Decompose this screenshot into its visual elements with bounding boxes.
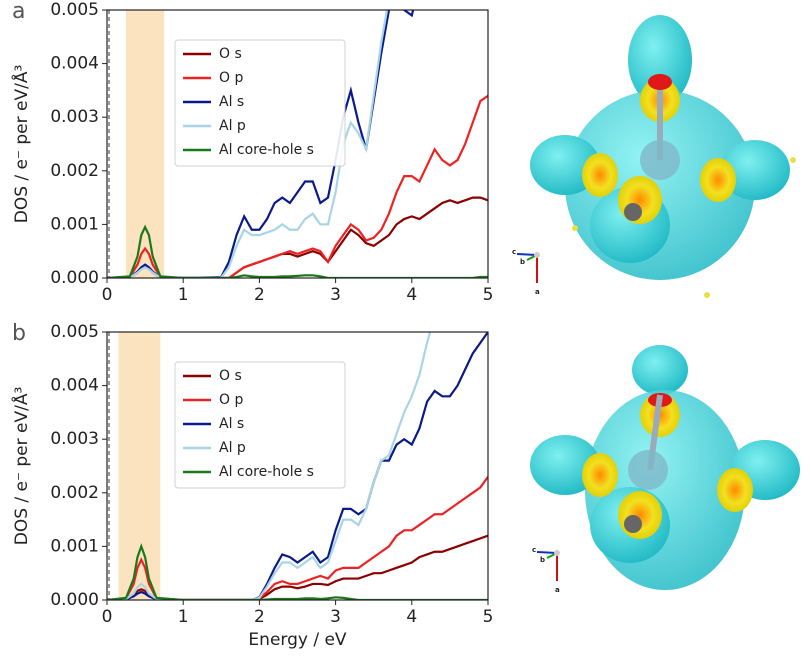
y-tick-label: 0.003	[50, 429, 99, 449]
axis-label: c	[512, 248, 516, 256]
legend-label: Al core-hole s	[219, 142, 314, 158]
x-tick-label: 1	[178, 607, 189, 627]
y-tick-label: 0.000	[50, 590, 99, 610]
panel-label: b	[12, 321, 26, 346]
y-tick-label: 0.003	[50, 107, 99, 127]
x-tick-label: 4	[406, 607, 417, 627]
series-line	[107, 477, 488, 600]
y-tick-label: 0.002	[50, 483, 99, 503]
shaded-region	[118, 332, 160, 600]
axis-label: b	[540, 556, 545, 564]
legend-label: Al core-hole s	[219, 464, 314, 480]
axis-label: a	[555, 586, 560, 594]
legend-label: O p	[219, 70, 243, 86]
y-axis-label: DOS / e⁻ per eV/Å³	[10, 65, 32, 224]
legend-label: Al s	[219, 94, 244, 110]
y-tick-label: 0.001	[50, 536, 99, 556]
axis-label: b	[520, 258, 525, 266]
legend-label: Al p	[219, 440, 246, 456]
series-line	[107, 546, 488, 600]
x-tick-label: 4	[406, 285, 417, 305]
structure-image: c b a	[512, 15, 796, 298]
legend-label: O s	[219, 368, 242, 384]
shaded-region	[126, 10, 164, 278]
x-tick-label: 2	[254, 285, 265, 305]
legend-label: Al s	[219, 416, 244, 432]
legend-label: O p	[219, 392, 243, 408]
y-tick-label: 0.004	[50, 376, 99, 396]
x-tick-label: 3	[330, 607, 341, 627]
y-tick-label: 0.000	[50, 268, 99, 288]
figure: c b a c b a 0.000 0.001 0.002 0.003 0.004 0.0…	[0, 0, 811, 658]
x-axis-label: Energy / eV	[248, 630, 347, 650]
y-tick-label: 0.005	[50, 0, 99, 20]
y-tick-label: 0.005	[50, 322, 99, 342]
x-tick-label: 2	[254, 607, 265, 627]
x-tick-label: 0	[102, 285, 113, 305]
axis-label: c	[532, 546, 536, 554]
y-tick-label: 0.001	[50, 214, 99, 234]
x-tick-label: 0	[102, 607, 113, 627]
x-tick-label: 3	[330, 285, 341, 305]
x-tick-label: 1	[178, 285, 189, 305]
legend-label: O s	[219, 46, 242, 62]
axis-label: a	[535, 288, 540, 296]
y-tick-label: 0.004	[50, 54, 99, 74]
x-tick-label: 5	[483, 285, 494, 305]
y-axis-label: DOS / e⁻ per eV/Å³	[10, 387, 32, 546]
y-tick-label: 0.002	[50, 161, 99, 181]
x-tick-label: 5	[483, 607, 494, 627]
panel-label: a	[12, 0, 25, 24]
structure-image: c b a	[530, 345, 800, 594]
legend-label: Al p	[219, 118, 246, 134]
